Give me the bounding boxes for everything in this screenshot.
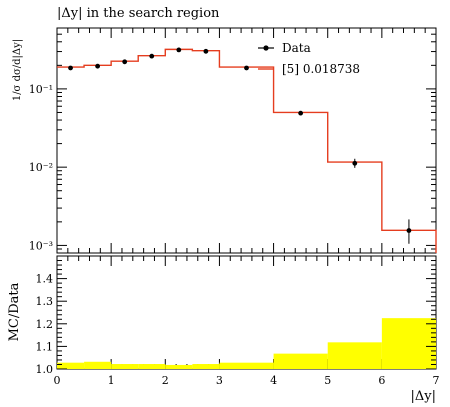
x-axis-label: |Δy| <box>411 389 437 404</box>
ratio-band-bin <box>273 353 328 369</box>
main-y-tick-label: 10⁻² <box>29 161 53 174</box>
legend-data-label: Data <box>282 41 311 55</box>
main-plot: 10⁻³ 10⁻² 10⁻¹ <box>29 28 437 254</box>
ratio-y-tick-label: 1.1 <box>36 340 54 353</box>
ratio-band-bin <box>138 364 166 369</box>
data-point <box>406 228 412 233</box>
data-point <box>176 47 182 53</box>
ratio-band-bin <box>381 318 436 369</box>
ratio-band-bin <box>84 361 112 369</box>
legend-mc-label: [5] 0.018738 <box>282 62 360 76</box>
x-tick-label: 1 <box>108 374 115 387</box>
x-tick-label: 6 <box>378 374 385 387</box>
data-point <box>122 59 128 65</box>
ratio-y-tick-label: 1.4 <box>36 273 54 286</box>
x-tick-label: 0 <box>54 374 61 387</box>
ratio-plot: 1.0 1.1 1.2 1.3 1.4 0 1 2 3 4 5 6 7 <box>36 256 440 387</box>
x-tick-label: 2 <box>162 374 169 387</box>
ratio-y-tick-label: 1.0 <box>36 363 54 376</box>
x-tick-label: 7 <box>433 374 440 387</box>
ratio-y-tick-label: 1.2 <box>36 318 54 331</box>
ratio-y-axis-label: MC/Data <box>7 282 22 341</box>
ratio-band-bin <box>219 362 274 369</box>
legend-data-marker <box>263 45 269 51</box>
ratio-band-bin <box>327 342 382 369</box>
main-plot-frame <box>56 27 437 254</box>
ratio-band-bin <box>111 364 139 369</box>
x-tick-label: 5 <box>324 374 331 387</box>
main-y-axis-label: 1/σ dσ/d|Δy| <box>12 39 23 101</box>
data-point <box>352 160 358 166</box>
x-tick-label: 3 <box>216 374 223 387</box>
ratio-band-bin <box>165 364 193 369</box>
chart-title: |Δy| in the search region <box>57 6 220 21</box>
data-point <box>68 65 73 71</box>
data-point <box>95 63 101 69</box>
x-tick-label: 4 <box>270 374 277 387</box>
mc-step-line <box>57 48 437 253</box>
main-y-tick-label: 10⁻¹ <box>29 83 53 96</box>
legend: Data [5] 0.018738 <box>258 41 360 76</box>
main-y-tick-label: 10⁻³ <box>29 239 53 252</box>
ratio-band-bin <box>57 362 85 369</box>
data-point <box>149 53 155 59</box>
data-point <box>244 65 249 71</box>
data-point <box>203 48 209 54</box>
data-point <box>298 110 304 116</box>
ratio-band-bin <box>192 364 220 369</box>
ratio-y-tick-label: 1.3 <box>36 295 54 308</box>
